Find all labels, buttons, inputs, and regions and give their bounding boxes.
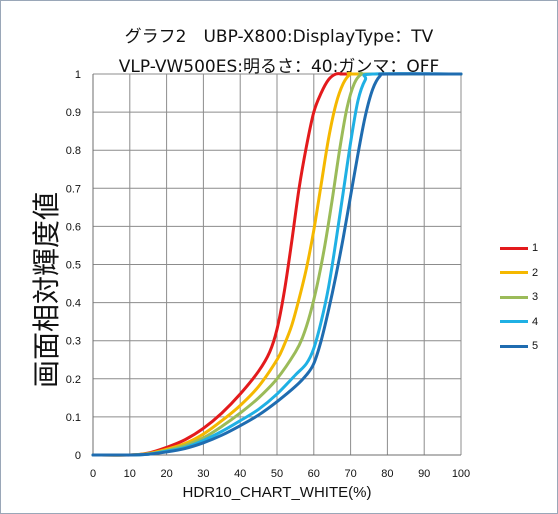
- legend-label: 4: [532, 315, 539, 328]
- x-tick-label: 80: [381, 468, 393, 480]
- x-tick-label: 40: [234, 468, 246, 480]
- y-tick-label: 0.7: [66, 183, 81, 195]
- legend-label: 1: [532, 242, 539, 255]
- y-tick-label: 0.3: [66, 336, 81, 348]
- series-line-5: [91, 72, 463, 457]
- x-tick-label: 60: [308, 468, 320, 480]
- legend-swatch: [500, 344, 528, 348]
- x-axis-label: HDR10_CHART_WHITE(%): [182, 484, 372, 501]
- legend-item: 3: [500, 285, 554, 310]
- y-axis-label: 画面相対輝度値: [30, 191, 63, 389]
- y-tick-label: 0.4: [66, 298, 81, 310]
- x-tick-label: 90: [418, 468, 430, 480]
- chart-subtitle: VLP-VW500ES:明るさ：40:ガンマ：OFF: [118, 57, 440, 77]
- legend-item: 4: [500, 310, 554, 335]
- x-tick-label: 0: [90, 468, 96, 480]
- x-tick-label: 20: [160, 468, 172, 480]
- x-tick-label: 30: [197, 468, 209, 480]
- legend-label: 3: [532, 291, 539, 304]
- series-line-1: [91, 72, 463, 457]
- y-tick-label: 0.2: [66, 374, 81, 386]
- x-tick-label: 100: [452, 468, 470, 480]
- legend-swatch: [500, 246, 528, 250]
- x-tick-label: 50: [271, 468, 283, 480]
- legend-swatch: [500, 320, 528, 324]
- y-tick-label: 1: [75, 69, 81, 81]
- legend: 1 2 3 4 5: [500, 236, 554, 359]
- legend-item: 5: [500, 334, 554, 359]
- y-tick-label: 0.1: [66, 412, 81, 424]
- legend-label: 2: [532, 266, 539, 279]
- legend-swatch: [500, 271, 528, 275]
- chart-title: グラフ2 UBP-X800:DisplayType：TV: [124, 27, 434, 47]
- y-tick-label: 0.8: [66, 145, 81, 157]
- y-tick-label: 0.5: [66, 260, 81, 272]
- legend-swatch: [500, 295, 528, 299]
- legend-label: 5: [532, 340, 539, 353]
- y-tick-label: 0: [75, 450, 81, 462]
- legend-item: 1: [500, 236, 554, 261]
- legend-item: 2: [500, 261, 554, 286]
- y-tick-label: 0.6: [66, 221, 81, 233]
- x-tick-label: 10: [124, 468, 136, 480]
- x-tick-label: 70: [344, 468, 356, 480]
- y-tick-label: 0.9: [66, 107, 81, 119]
